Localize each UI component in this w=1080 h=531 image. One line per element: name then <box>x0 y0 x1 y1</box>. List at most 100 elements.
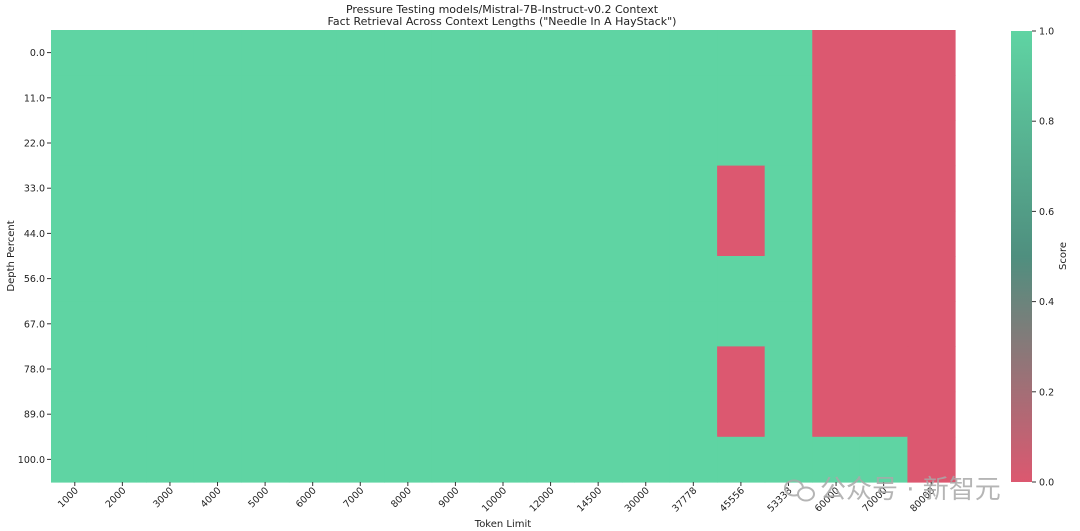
heatmap-cell <box>288 256 338 302</box>
heatmap-cell <box>812 391 861 438</box>
heatmap-cell <box>146 30 195 76</box>
heatmap-cell <box>146 436 195 483</box>
heatmap-cell <box>479 346 528 393</box>
heatmap-cell <box>336 346 385 393</box>
heatmap-cell <box>384 301 433 347</box>
heatmap-cell <box>526 301 575 347</box>
heatmap-cell <box>574 391 623 438</box>
heatmap-cell <box>431 75 480 121</box>
heatmap-cell <box>288 165 338 212</box>
heatmap-cell <box>812 301 861 347</box>
heatmap-cell <box>384 436 433 483</box>
heatmap-cell <box>621 436 671 483</box>
x-axis-label: Token Limit <box>474 519 532 530</box>
x-tick-label: 3000 <box>151 485 176 510</box>
heatmap-cell <box>621 391 671 438</box>
heatmap-cell <box>764 346 813 393</box>
heatmap-cell <box>907 165 956 212</box>
heatmap-cell <box>907 256 956 302</box>
heatmap-cell <box>717 391 766 438</box>
heatmap-cell <box>336 210 385 257</box>
heatmap-cell <box>241 30 290 76</box>
heatmap-cell <box>907 75 956 121</box>
chart-subtitle: Fact Retrieval Across Context Lengths ("… <box>328 15 677 28</box>
y-tick-label: 22.0 <box>24 139 45 150</box>
heatmap-cell <box>193 346 242 393</box>
heatmap-cell <box>907 210 956 257</box>
heatmap-cell <box>98 256 147 302</box>
heatmap-cell <box>574 165 623 212</box>
y-axis-label: Depth Percent <box>6 220 17 291</box>
heatmap-cell <box>717 256 766 302</box>
heatmap-cell <box>336 165 385 212</box>
heatmap-cell <box>859 30 909 76</box>
heatmap-cell <box>146 301 195 347</box>
heatmap-cell <box>384 346 433 393</box>
heatmap-cell <box>336 436 385 483</box>
heatmap-cell <box>241 256 290 302</box>
heatmap-cell <box>431 301 480 347</box>
wechat-icon <box>784 479 815 502</box>
heatmap-cell <box>907 346 956 393</box>
heatmap-cell <box>574 436 623 483</box>
heatmap-cell <box>431 30 480 76</box>
heatmap-cell <box>621 346 671 393</box>
heatmap-cell <box>384 256 433 302</box>
y-tick-label: 78.0 <box>24 365 45 376</box>
heatmap-cell <box>526 391 575 438</box>
x-tick-label: 10000 <box>480 485 509 514</box>
heatmap-cell <box>717 346 766 393</box>
heatmap-cell <box>241 436 290 483</box>
heatmap-cell <box>764 165 813 212</box>
heatmap-cells <box>51 30 956 483</box>
y-tick-label: 56.0 <box>24 274 45 285</box>
x-tick-label: 1000 <box>56 485 81 510</box>
heatmap-cell <box>764 210 813 257</box>
heatmap-cell <box>51 75 100 121</box>
heatmap-cell <box>812 165 861 212</box>
heatmap-cell <box>621 256 671 302</box>
heatmap-cell <box>146 75 195 121</box>
heatmap-cell <box>812 256 861 302</box>
heatmap-cell <box>288 30 338 76</box>
heatmap-cell <box>51 391 100 438</box>
heatmap-cell <box>241 210 290 257</box>
heatmap-cell <box>384 391 433 438</box>
heatmap-cell <box>669 75 718 121</box>
heatmap-cell <box>859 165 909 212</box>
heatmap-cell <box>669 30 718 76</box>
heatmap-cell <box>907 391 956 438</box>
x-tick-label: 5000 <box>246 485 271 510</box>
heatmap-cell <box>574 256 623 302</box>
heatmap-cell <box>812 436 861 483</box>
y-tick-labels: 0.0 11.0 22.0 33.0 44.0 56.0 67.0 78.0 89.0 100.0 <box>18 48 51 466</box>
colorbar-tick-label: 0.0 <box>1039 478 1054 489</box>
heatmap-cell <box>431 256 480 302</box>
heatmap-cell <box>574 120 623 167</box>
heatmap-cell <box>669 165 718 212</box>
heatmap-cell <box>146 256 195 302</box>
x-tick-label: 7000 <box>342 485 367 510</box>
heatmap-cell <box>51 436 100 483</box>
x-tick-label: 2000 <box>104 485 129 510</box>
heatmap-cell <box>431 165 480 212</box>
heatmap-cell <box>146 120 195 167</box>
x-tick-label: 9000 <box>437 485 462 510</box>
heatmap-cell <box>336 75 385 121</box>
heatmap-cell <box>812 30 861 76</box>
heatmap-cell <box>336 30 385 76</box>
heatmap-cell <box>479 436 528 483</box>
heatmap-cell <box>574 30 623 76</box>
heatmap-cell <box>907 301 956 347</box>
colorbar-ticks: 0.0 0.2 0.4 0.6 0.8 1.0 <box>1032 27 1054 489</box>
colorbar-tick-label: 0.2 <box>1039 387 1054 398</box>
heatmap-cell <box>764 75 813 121</box>
x-tick-label: 8000 <box>389 485 414 510</box>
x-tick-label: 12000 <box>528 485 557 514</box>
heatmap-cell <box>146 346 195 393</box>
heatmap-cell <box>431 120 480 167</box>
heatmap-cell <box>526 30 575 76</box>
heatmap-cell <box>384 120 433 167</box>
heatmap-cell <box>479 391 528 438</box>
heatmap-cell <box>241 301 290 347</box>
